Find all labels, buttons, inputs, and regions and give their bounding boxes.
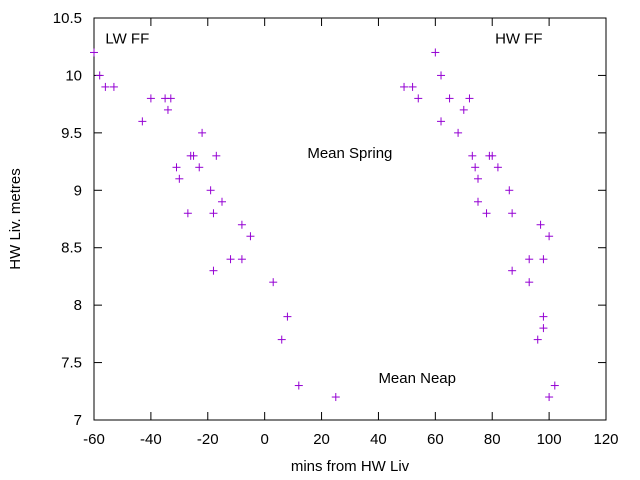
data-point xyxy=(163,105,172,114)
data-points xyxy=(90,48,559,402)
data-point xyxy=(246,232,255,241)
annotation: Mean Spring xyxy=(307,145,392,162)
plot-frame xyxy=(93,17,607,421)
data-point xyxy=(474,174,482,183)
y-tick-label: 10 xyxy=(65,67,82,84)
data-point xyxy=(437,71,446,80)
data-point xyxy=(545,393,554,402)
data-point xyxy=(539,312,548,321)
data-point xyxy=(525,255,534,264)
data-point xyxy=(431,48,440,57)
data-point xyxy=(189,151,198,160)
data-point xyxy=(508,266,517,275)
data-point xyxy=(172,163,181,172)
data-point xyxy=(269,278,278,287)
data-point xyxy=(195,163,204,172)
x-tick-label: 0 xyxy=(260,431,268,448)
x-tick-label: 60 xyxy=(427,431,444,448)
data-point xyxy=(533,335,542,344)
data-point xyxy=(437,117,446,126)
data-point xyxy=(331,393,340,402)
y-axis-label: HW Liv. metres xyxy=(7,168,24,269)
data-point xyxy=(536,220,545,229)
data-point xyxy=(226,255,235,264)
data-point xyxy=(237,220,246,229)
annotations: LW FF HW FF Mean Spring Mean Neap xyxy=(105,30,542,387)
x-tick-label: -20 xyxy=(197,431,219,448)
data-point xyxy=(237,255,246,264)
data-point xyxy=(445,94,454,103)
data-point xyxy=(550,381,559,390)
data-point xyxy=(454,128,463,137)
data-point xyxy=(525,278,534,287)
data-point xyxy=(508,209,517,218)
data-point xyxy=(146,94,155,103)
data-point xyxy=(471,163,480,172)
data-point xyxy=(414,94,423,103)
data-point xyxy=(400,82,409,91)
data-point xyxy=(138,117,147,126)
y-tick-label: 8 xyxy=(74,297,82,314)
data-point xyxy=(198,128,207,137)
annotation: Mean Neap xyxy=(378,370,456,387)
x-tick-label: -40 xyxy=(140,431,162,448)
data-point xyxy=(545,232,554,241)
x-tick-label: 20 xyxy=(313,431,330,448)
x-tick-label: -60 xyxy=(83,431,105,448)
x-tick-label: 40 xyxy=(370,431,387,448)
data-point xyxy=(109,82,118,91)
y-tick-label: 9 xyxy=(74,182,82,199)
x-tick-label: 100 xyxy=(537,431,562,448)
data-point xyxy=(206,186,215,195)
data-point xyxy=(505,186,514,195)
y-tick-label: 7.5 xyxy=(61,355,82,372)
y-tick-label: 10.5 xyxy=(53,10,82,27)
annotation: HW FF xyxy=(495,30,542,47)
y-tick-label: 9.5 xyxy=(61,125,82,142)
data-point xyxy=(474,197,482,206)
data-point xyxy=(488,151,497,160)
axis-tick-labels: -60 -40 -20 0 20 40 60 80 100 120 7 7.5 8 8.5 9 9.5 10 10… xyxy=(53,10,619,448)
data-point xyxy=(408,82,417,91)
data-point xyxy=(283,312,292,321)
data-point xyxy=(277,335,286,344)
data-point xyxy=(175,174,184,183)
annotation: LW FF xyxy=(105,30,149,47)
data-point xyxy=(539,324,548,333)
data-point xyxy=(465,94,474,103)
data-point xyxy=(95,71,104,80)
x-tick-label: 80 xyxy=(484,431,501,448)
data-point xyxy=(183,209,192,218)
data-point xyxy=(209,209,218,218)
data-point xyxy=(212,151,221,160)
data-point xyxy=(218,197,226,206)
data-point xyxy=(493,163,502,172)
axis-ticks xyxy=(93,17,607,421)
data-point xyxy=(459,105,468,114)
data-point xyxy=(90,48,98,57)
data-point xyxy=(539,255,548,264)
data-point xyxy=(468,151,477,160)
data-point xyxy=(482,209,491,218)
y-tick-label: 8.5 xyxy=(61,240,82,257)
data-point xyxy=(101,82,110,91)
x-tick-label: 120 xyxy=(593,431,618,448)
data-point xyxy=(209,266,218,275)
data-point xyxy=(294,381,303,390)
x-axis-label: mins from HW Liv xyxy=(291,458,410,475)
y-tick-label: 7 xyxy=(74,412,82,429)
data-point xyxy=(166,94,175,103)
